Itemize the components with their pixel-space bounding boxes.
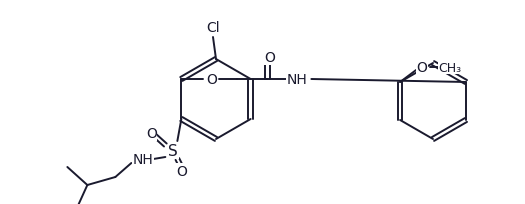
Text: NH: NH <box>133 152 154 166</box>
Text: CH₃: CH₃ <box>438 61 461 74</box>
Text: O: O <box>146 126 157 140</box>
Text: O: O <box>176 164 187 178</box>
Text: NH: NH <box>287 73 308 86</box>
Text: O: O <box>206 73 217 86</box>
Text: Cl: Cl <box>206 21 220 35</box>
Text: O: O <box>264 51 275 65</box>
Text: S: S <box>169 144 178 159</box>
Text: O: O <box>417 61 427 75</box>
